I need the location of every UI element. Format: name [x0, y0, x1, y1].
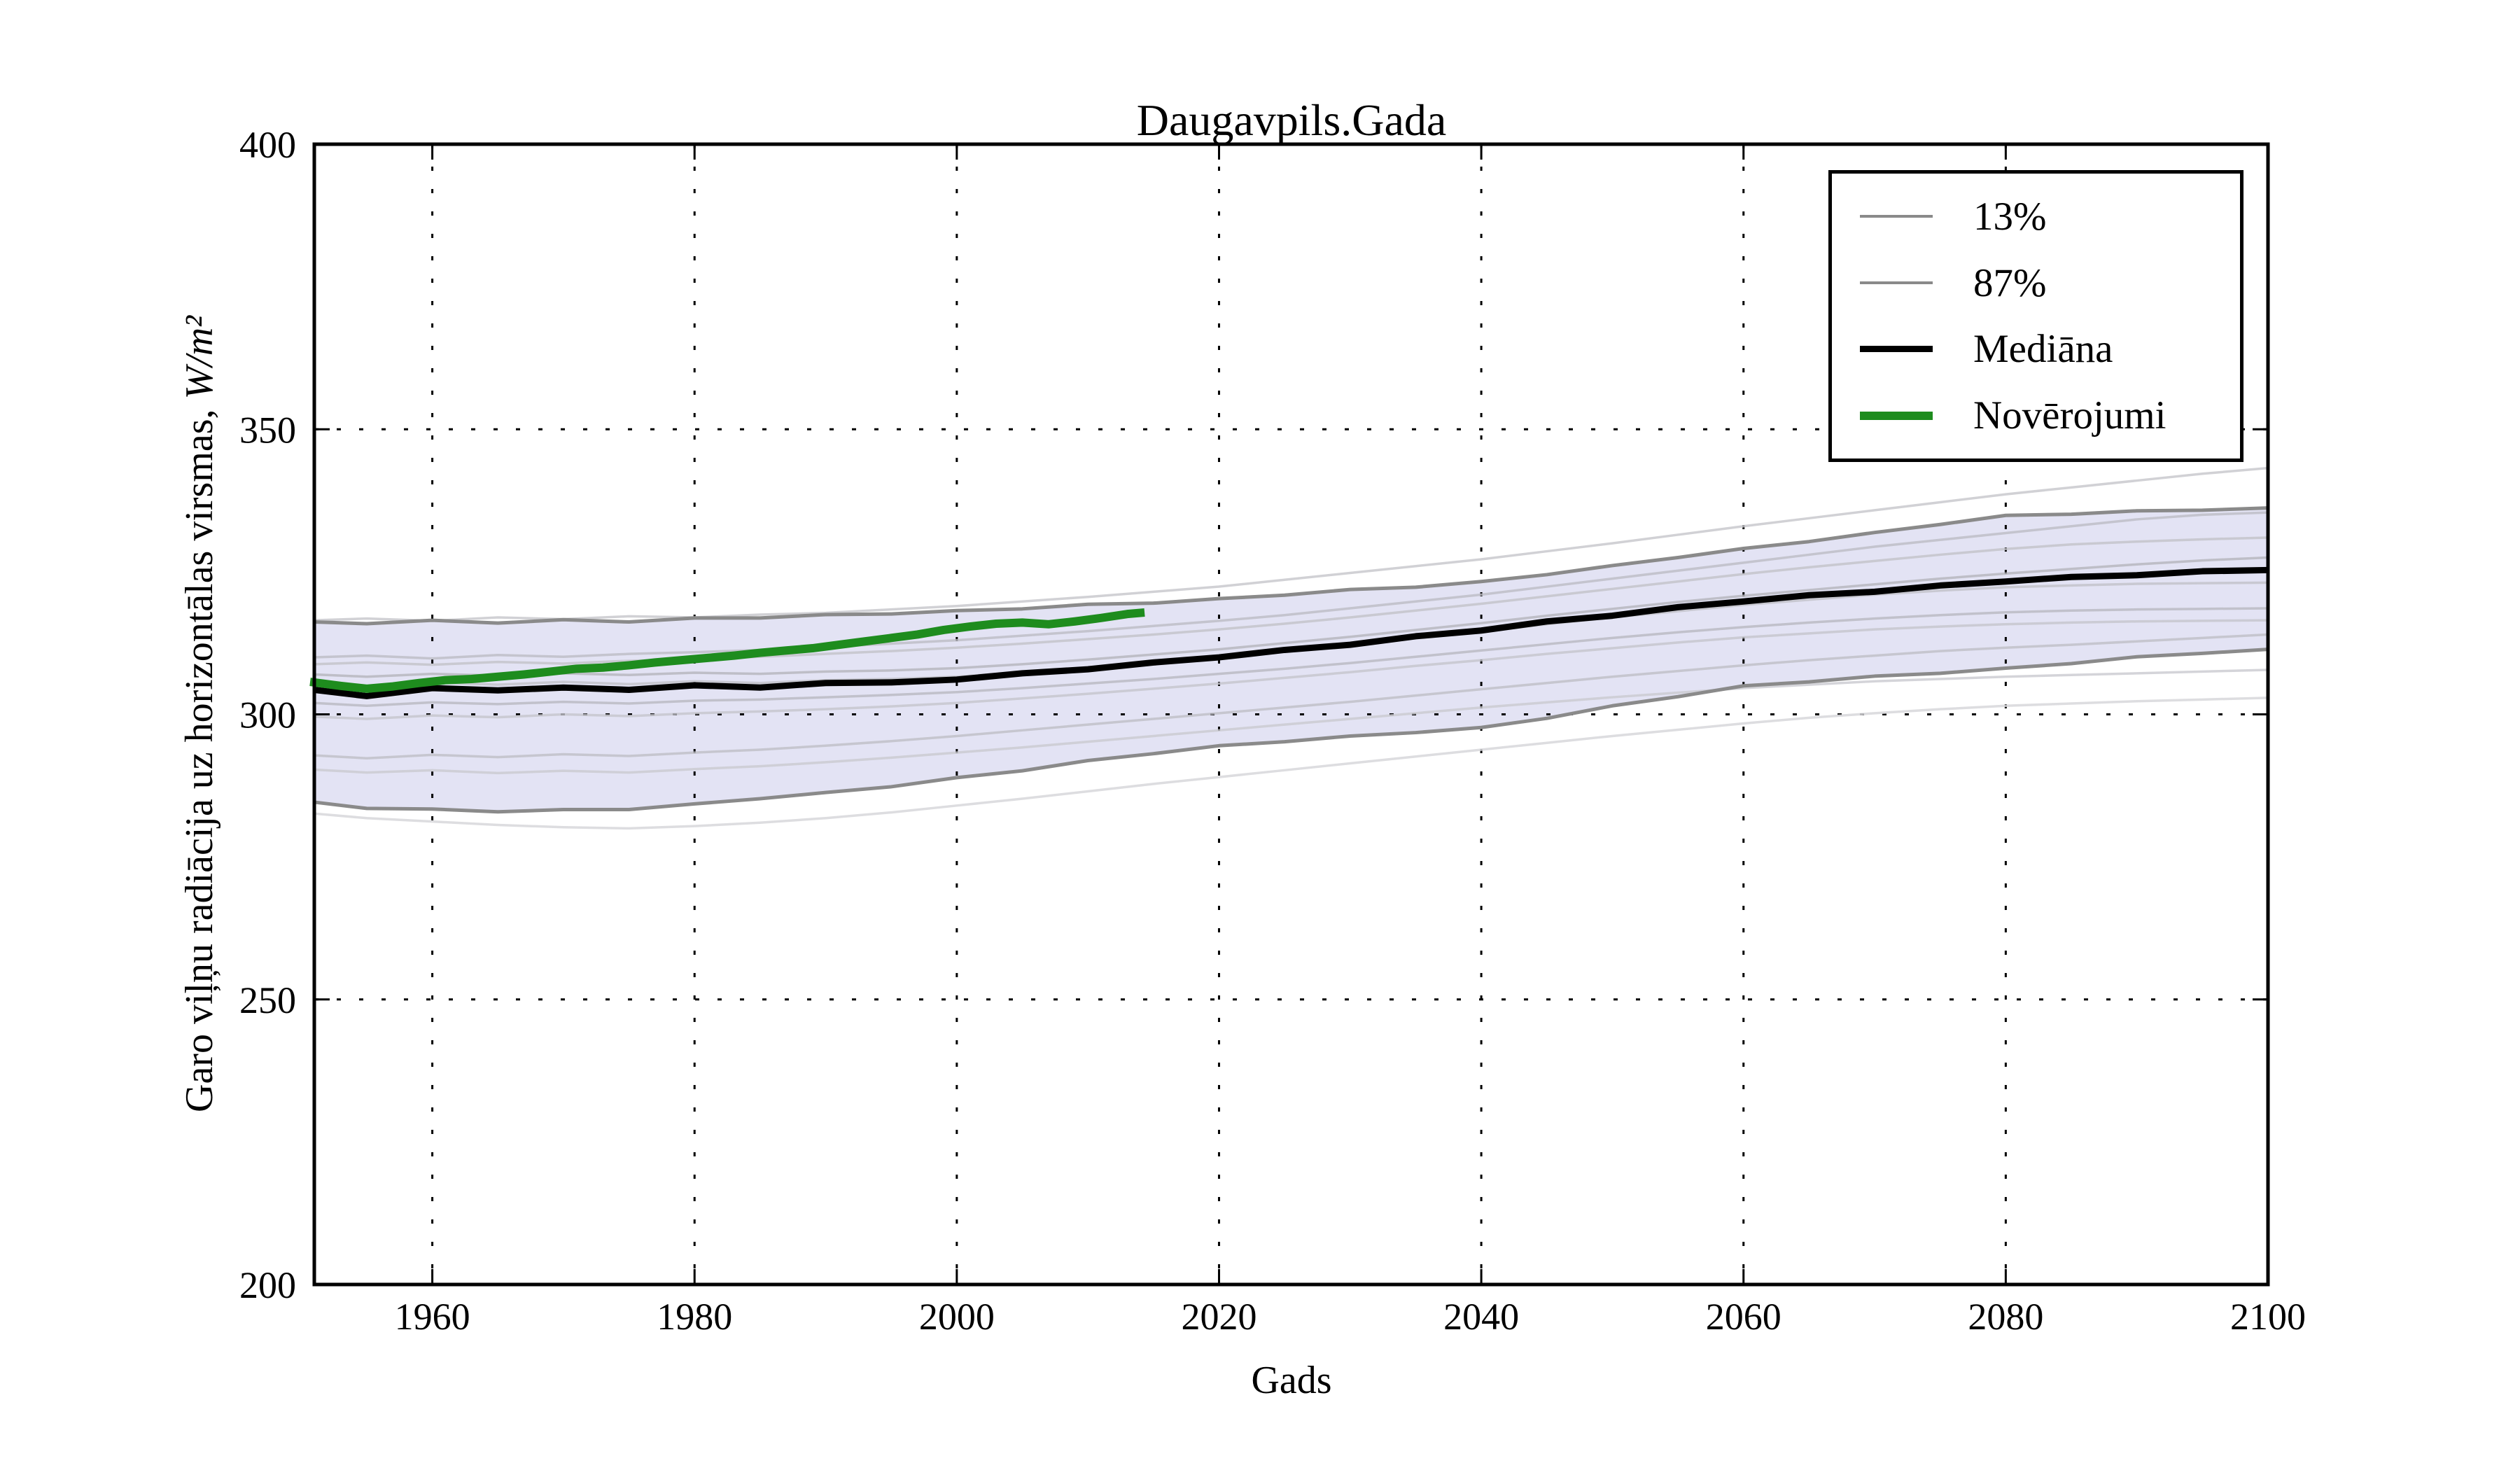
ensemble-6-line [313, 607, 2269, 708]
legend-line-noverojumi [1860, 411, 1933, 420]
y-tick-label: 250 [239, 979, 296, 1021]
legend-item-noverojumi: Novērojumi [1860, 396, 2233, 435]
legend-line-mediana [1860, 346, 1933, 353]
legend: 13% 87% Mediāna Novērojumi [1828, 170, 2244, 462]
legend-label-87pct: 87% [1973, 260, 2047, 305]
x-tick-label: 2000 [919, 1296, 995, 1338]
y-axis-label: Garo viļņu radiācija uz horizontālas vir… [177, 316, 222, 1112]
legend-line-13pct [1860, 215, 1933, 218]
x-tick-label: 2100 [2230, 1296, 2306, 1338]
legend-label-noverojumi: Novērojumi [1973, 393, 2166, 438]
legend-label-mediana: Mediāna [1973, 327, 2113, 372]
legend-item-87pct: 87% [1860, 263, 2233, 303]
x-tick-label: 2060 [1706, 1296, 1782, 1338]
x-axis-label: Gads [1251, 1359, 1332, 1402]
x-tick-label: 1960 [395, 1296, 470, 1338]
x-tick-label: 2040 [1443, 1296, 1519, 1338]
y-tick-label: 350 [239, 409, 296, 451]
ensemble-3-line [313, 536, 2269, 666]
legend-item-mediana: Mediāna [1860, 329, 2233, 369]
y-axis-label-text: Garo viļņu radiācija uz horizontālas vir… [178, 399, 221, 1112]
chart-title: Daugavpils.Gada [1136, 95, 1447, 145]
ensemble-8-line [313, 633, 2269, 760]
percentile-87-line [314, 506, 2269, 626]
ensemble-7-line [313, 619, 2269, 720]
ensemble-4-line [313, 556, 2269, 678]
ensemble-10-line [313, 696, 2269, 830]
y-axis-label-units: W/m² [178, 316, 221, 400]
y-tick-label: 400 [239, 124, 296, 166]
percentile-13-line [314, 648, 2269, 814]
median-line [314, 566, 2269, 699]
legend-label-13pct: 13% [1973, 194, 2047, 239]
ensemble-2-line [313, 511, 2269, 660]
x-tick-label: 2080 [1968, 1296, 2043, 1338]
y-tick-label: 300 [239, 694, 296, 736]
legend-item-13pct: 13% [1860, 197, 2233, 237]
x-tick-label: 2020 [1181, 1296, 1256, 1338]
observations-line [309, 608, 1145, 693]
x-tick-label: 1980 [657, 1296, 732, 1338]
ensemble-1-line [313, 466, 2269, 622]
legend-line-87pct [1860, 281, 1933, 285]
confidence-band [314, 507, 2268, 812]
ensemble-9-line [313, 668, 2269, 775]
y-tick-label: 200 [239, 1264, 296, 1306]
